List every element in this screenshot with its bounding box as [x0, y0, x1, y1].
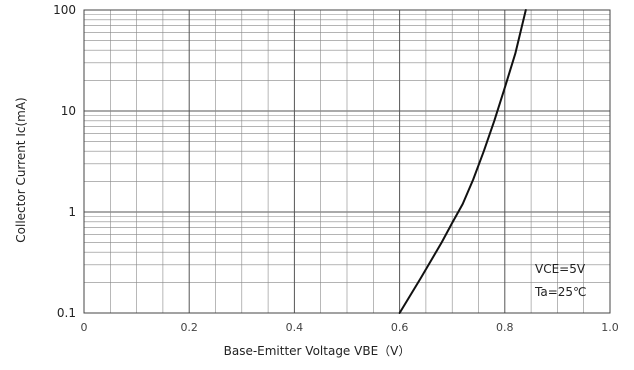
x-tick-label: 0.4: [286, 321, 304, 334]
y-tick-label: 100: [53, 3, 76, 17]
y-tick-label: 10: [61, 104, 76, 118]
svg-text:Collector Current Ic(mA): Collector Current Ic(mA): [14, 97, 28, 242]
x-tick-label: 0.8: [496, 321, 514, 334]
x-tick-label: 1.0: [601, 321, 619, 334]
annotation-vce: VCE=5V: [535, 262, 586, 276]
x-axis-label: Base-Emitter Voltage VBE（V）: [223, 344, 411, 358]
x-tick-label: 0.6: [391, 321, 409, 334]
x-tick-label: 0.2: [180, 321, 198, 334]
annotation-ta: Ta=25℃: [535, 285, 587, 299]
y-axis-label: Collector Current Ic(mA): [12, 30, 38, 310]
y-tick-label: 1: [68, 205, 76, 219]
x-tick-label: 0: [81, 321, 88, 334]
series-line: [398, 9, 527, 314]
plot-frame: [83, 9, 611, 314]
y-tick-label: 0.1: [57, 306, 76, 320]
